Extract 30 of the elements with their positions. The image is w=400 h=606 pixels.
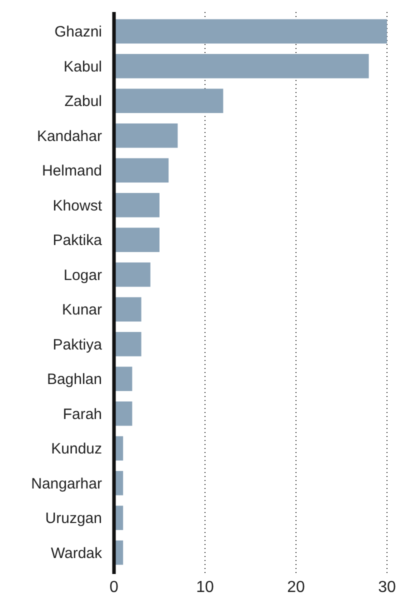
bar	[114, 332, 142, 356]
y-tick-label: Farah	[62, 406, 102, 423]
y-tick-label: Ghazni	[54, 24, 102, 41]
bar	[114, 158, 169, 183]
y-tick-label: Kandahar	[36, 128, 102, 145]
bar	[114, 262, 150, 287]
y-tick-label: Kunduz	[51, 440, 102, 458]
bar	[114, 54, 369, 78]
y-tick-label: Zabul	[64, 93, 102, 110]
y-tick-label: Khowst	[52, 197, 103, 214]
bar	[114, 297, 142, 322]
x-tick-label: 30	[378, 579, 396, 596]
x-tick-label: 0	[110, 579, 119, 596]
y-tick-label: Kabul	[64, 58, 102, 76]
bar	[114, 192, 160, 218]
x-tick-label: 10	[196, 579, 214, 596]
y-tick-label: Helmand	[42, 162, 102, 180]
y-tick-label: Logar	[64, 266, 102, 284]
bar	[114, 123, 178, 148]
bar	[114, 88, 224, 114]
bar	[114, 19, 387, 44]
y-tick-label: Paktika	[52, 232, 103, 250]
y-tick-label: Wardak	[50, 544, 102, 562]
y-tick-label: Baghlan	[46, 371, 102, 388]
x-tick-label: 20	[287, 579, 305, 596]
y-tick-label: Paktiya	[52, 336, 103, 354]
y-tick-label: Nangarhar	[31, 475, 102, 492]
bar	[114, 228, 160, 252]
y-tick-label: Uruzgan	[45, 510, 102, 528]
y-tick-label: Kunar	[62, 302, 102, 319]
